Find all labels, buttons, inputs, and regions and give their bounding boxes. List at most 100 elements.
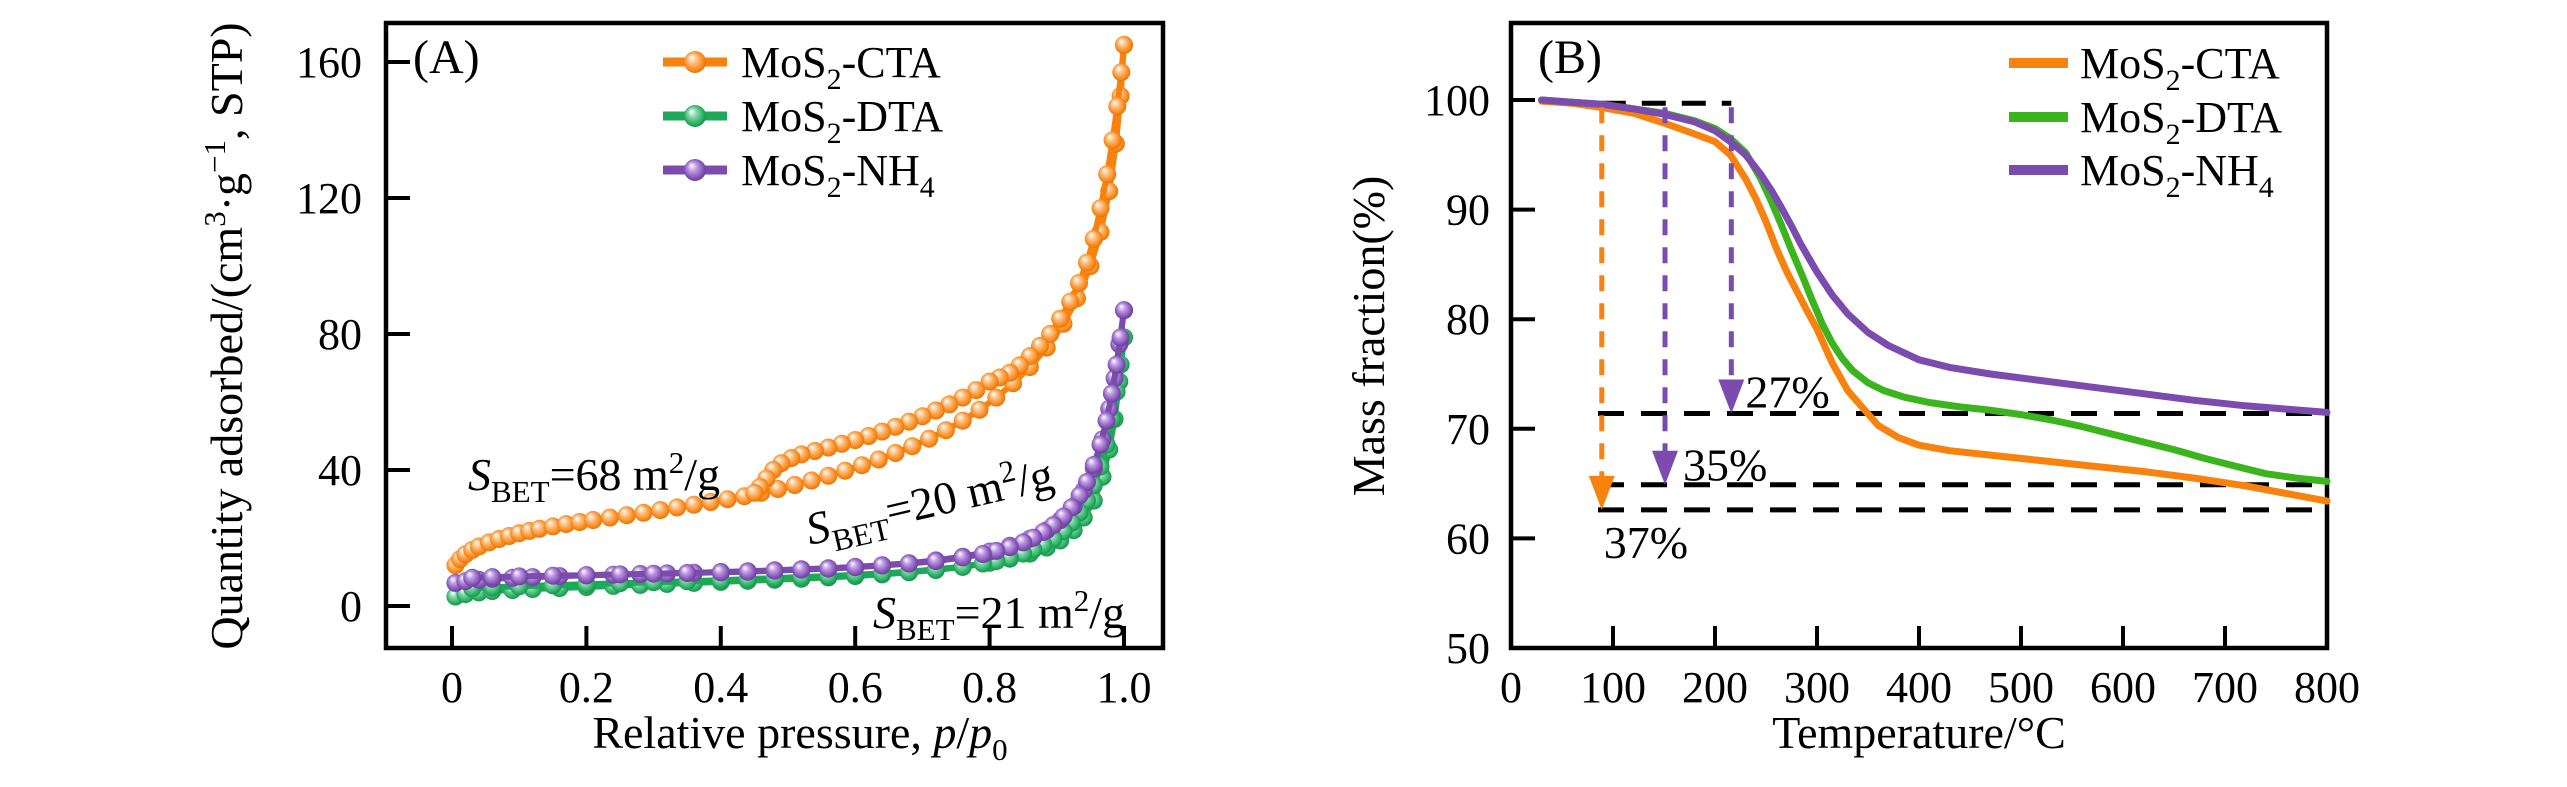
superscript: −1	[197, 140, 232, 173]
series-line-MoS2-NH4	[1538, 96, 2331, 416]
x-tick-label: 500	[1988, 663, 2054, 712]
text-run: -CTA	[842, 38, 941, 87]
subscript: 2	[827, 117, 842, 150]
text-run: =20 m	[880, 460, 1008, 537]
series-marker-MoS2-CTA	[1112, 63, 1131, 82]
series-marker-MoS2-NH4	[678, 564, 697, 582]
text-run: 0	[441, 663, 463, 712]
text-run: 90	[1446, 186, 1490, 235]
series-marker-MoS2-NH4	[1107, 355, 1126, 374]
subscript: BET	[829, 511, 894, 558]
text-run: 1.0	[1097, 663, 1152, 712]
x-tick-label: 1.0	[1097, 663, 1152, 712]
text-run: 500	[1988, 663, 2054, 712]
series-marker-MoS2-NH4	[711, 563, 730, 582]
x-tick-label: 200	[1682, 663, 1748, 712]
series-marker-MoS2-CTA	[953, 388, 972, 407]
y-tick-label: 90	[1446, 186, 1490, 235]
superscript: 2	[669, 445, 685, 480]
series-marker-MoS2-NH4	[973, 545, 992, 563]
series-marker-MoS2-CTA	[936, 421, 955, 440]
series-marker-MoS2-CTA	[873, 422, 892, 441]
series-marker-MoS2-NH4	[987, 541, 1006, 560]
series-marker-MoS2-NH4	[900, 554, 918, 573]
series-marker-MoS2-CTA	[617, 506, 636, 525]
panel-label-a: (A)	[413, 31, 480, 84]
series-line-MoS2-CTA	[1538, 97, 2331, 505]
drop-arrowhead-37%	[1588, 475, 1615, 510]
subscript: 0	[992, 732, 1008, 767]
y-tick-label: 60	[1446, 514, 1490, 563]
series-marker-MoS2-NH4	[873, 556, 892, 575]
text-run: 60	[1446, 514, 1490, 563]
series-marker-MoS2-NH4	[483, 568, 502, 587]
x-tick-label: 0.8	[962, 663, 1017, 712]
x-tick-label: 700	[2192, 663, 2258, 712]
subscript: BET	[896, 612, 955, 647]
series-marker-MoS2-NH4	[926, 552, 945, 571]
drop-arrowhead-35%	[1652, 450, 1679, 485]
text-run: -NH	[842, 146, 920, 195]
series-marker-MoS2-CTA	[940, 395, 959, 414]
series-marker-MoS2-CTA	[903, 437, 922, 456]
text-run: 160	[296, 38, 362, 87]
text-run: 300	[1784, 663, 1850, 712]
series-marker-MoS2-CTA	[745, 483, 764, 502]
legend-marker-MoS2-CTA	[684, 51, 706, 73]
y-tick-label: 160	[296, 38, 362, 87]
sbet-annotation-MoS2-DTA: SBET=20 m2/g	[800, 444, 1060, 563]
subscript: 2	[827, 171, 842, 204]
superscript: 3	[197, 211, 232, 227]
text-run: (A)	[413, 31, 480, 84]
mass-loss-label-27%: 27%	[1745, 366, 1829, 417]
text-run: MoS	[741, 38, 827, 87]
series-marker-MoS2-CTA	[805, 442, 824, 460]
text-run: -NH	[2181, 146, 2259, 195]
series-marker-MoS2-CTA	[832, 434, 851, 453]
superscript: 2	[996, 452, 1019, 490]
text-run: p	[930, 707, 956, 758]
text-run: 100	[1424, 76, 1490, 125]
text-run: 0	[1500, 663, 1522, 712]
x-tick-label: 800	[2294, 663, 2360, 712]
series-marker-MoS2-CTA	[684, 495, 703, 514]
legend-label-MoS2-DTA: MoS2-DTA	[741, 92, 943, 150]
y-tick-label: 120	[296, 174, 362, 223]
series-marker-MoS2-CTA	[1103, 131, 1122, 150]
text-run: 80	[318, 310, 362, 359]
y-tick-label: 80	[318, 310, 362, 359]
series-marker-MoS2-CTA	[557, 515, 576, 534]
y-tick-label: 40	[318, 446, 362, 495]
text-run: -DTA	[842, 92, 944, 141]
text-run: 800	[2294, 663, 2360, 712]
text-run: MoS	[2080, 93, 2166, 142]
series-marker-MoS2-NH4	[1111, 328, 1130, 347]
text-run: (B)	[1538, 31, 1602, 84]
x-tick-label: 600	[2090, 663, 2156, 712]
x-tick-label: 0.2	[559, 663, 614, 712]
series-marker-MoS2-CTA	[802, 471, 821, 490]
y-axis-title: Quantity adsorbed/(cm3·g−1, STP)	[197, 22, 252, 649]
subscript: 2	[2166, 64, 2181, 97]
series-marker-MoS2-CTA	[718, 490, 737, 509]
subscript: 2	[2166, 171, 2181, 204]
text-run: 600	[2090, 663, 2156, 712]
text-run: p	[966, 707, 992, 758]
text-run: /g	[1089, 587, 1125, 638]
x-axis-title: Temperature/°C	[1772, 707, 2066, 758]
y-tick-label: 50	[1446, 624, 1490, 673]
superscript: 2	[1074, 583, 1090, 618]
series-marker-MoS2-CTA	[1115, 36, 1133, 54]
series-marker-MoS2-NH4	[1084, 455, 1103, 474]
series-marker-MoS2-NH4	[1078, 472, 1096, 491]
text-run: 0.6	[828, 663, 883, 712]
x-tick-label: 0.6	[828, 663, 883, 712]
series-marker-MoS2-NH4	[765, 561, 784, 580]
series-marker-MoS2-CTA	[1078, 253, 1096, 272]
x-tick-label: 100	[1580, 663, 1646, 712]
series-marker-MoS2-CTA	[543, 517, 562, 536]
text-run: Mass fraction(%)	[1343, 176, 1394, 497]
series-marker-MoS2-CTA	[530, 519, 549, 538]
text-run: 0	[340, 582, 362, 631]
series-marker-MoS2-CTA	[584, 511, 603, 529]
